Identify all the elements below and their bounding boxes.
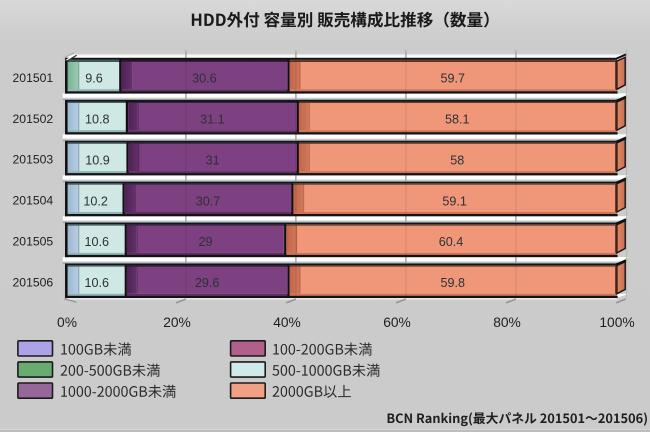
svg-text:80%: 80% — [493, 315, 521, 330]
svg-text:100%: 100% — [599, 315, 634, 330]
svg-text:10.2: 10.2 — [83, 194, 108, 208]
svg-text:29.6: 29.6 — [195, 276, 220, 290]
svg-text:29: 29 — [198, 235, 212, 249]
svg-text:201502: 201502 — [13, 112, 54, 126]
svg-text:59.8: 59.8 — [440, 276, 465, 290]
svg-text:60%: 60% — [383, 315, 411, 330]
svg-text:201506: 201506 — [13, 275, 54, 289]
svg-text:60.4: 60.4 — [439, 235, 464, 249]
svg-text:9.6: 9.6 — [85, 72, 103, 86]
svg-text:58.1: 58.1 — [445, 113, 470, 127]
svg-text:201504: 201504 — [13, 194, 54, 208]
svg-text:40%: 40% — [273, 315, 301, 330]
svg-text:59.1: 59.1 — [442, 194, 467, 208]
svg-text:10.9: 10.9 — [85, 153, 110, 167]
svg-text:58: 58 — [450, 153, 464, 167]
svg-text:201505: 201505 — [13, 235, 54, 249]
svg-text:201501: 201501 — [13, 71, 54, 85]
svg-text:201503: 201503 — [13, 153, 54, 167]
svg-text:10.6: 10.6 — [84, 235, 109, 249]
svg-text:0%: 0% — [57, 315, 77, 330]
svg-text:31.1: 31.1 — [200, 113, 225, 127]
svg-text:30.7: 30.7 — [196, 194, 221, 208]
svg-text:30.6: 30.6 — [192, 72, 217, 86]
svg-text:10.6: 10.6 — [84, 276, 109, 290]
svg-text:59.7: 59.7 — [440, 72, 465, 86]
svg-text:31: 31 — [206, 153, 220, 167]
svg-text:20%: 20% — [163, 315, 191, 330]
svg-text:10.8: 10.8 — [85, 113, 110, 127]
